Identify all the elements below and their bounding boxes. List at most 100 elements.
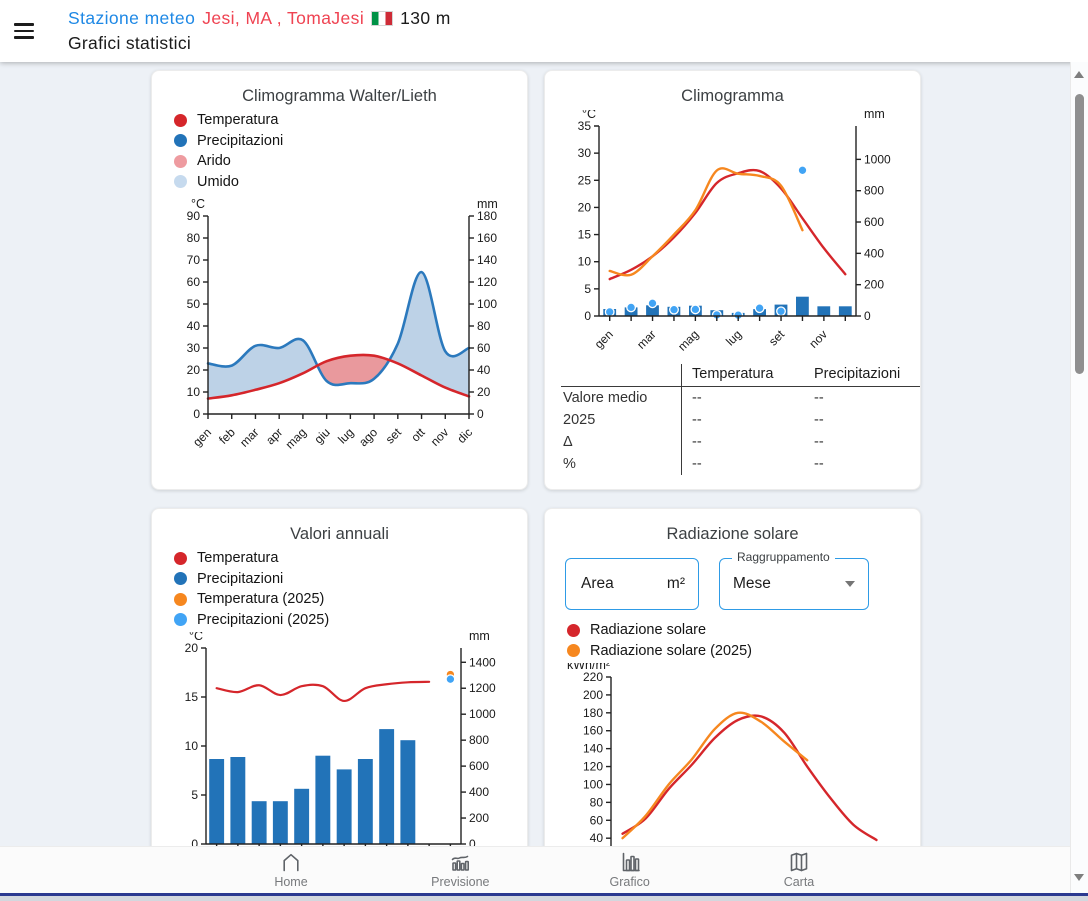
card-title: Valori annuali [290, 525, 389, 543]
table-cell: -- [681, 409, 804, 431]
nav-item-home[interactable]: Home [231, 850, 351, 889]
grouping-select[interactable]: Raggruppamento Mese [719, 550, 869, 610]
title-block: Stazione meteo Jesi, MA , TomaJesi 130 m… [68, 8, 451, 54]
scrollbar-thumb[interactable] [1074, 94, 1084, 374]
table-row-label: 2025 [563, 412, 596, 428]
svg-text:1200: 1200 [469, 681, 496, 695]
climogramma-chart: 0 5 10 15 20 25 30 35 0 200 400 600 800 1000 gen mar mag… [578, 110, 891, 354]
svg-text:70: 70 [187, 253, 201, 267]
page-title: Stazione meteo Jesi, MA , TomaJesi 130 m [68, 8, 451, 29]
legend-label: Umido [197, 173, 239, 190]
table-cell: -- [814, 434, 824, 450]
svg-text:mm: mm [477, 197, 498, 211]
svg-text:mm: mm [864, 110, 885, 121]
table-row-label: % [563, 456, 576, 472]
svg-text:35: 35 [578, 119, 592, 133]
svg-text:80: 80 [477, 319, 491, 333]
card-title: Climogramma Walter/Lieth [242, 87, 437, 105]
svg-text:mag: mag [675, 327, 701, 353]
table-row: Δ -- -- [561, 431, 920, 453]
nav-item-carta[interactable]: Carta [739, 850, 859, 889]
svg-text:220: 220 [583, 670, 603, 684]
table-row: 2025 -- -- [561, 409, 920, 431]
legend-label: Radiazione solare (2025) [590, 642, 753, 659]
forecast-chart-icon [452, 855, 470, 871]
svg-text:60: 60 [590, 813, 604, 827]
cards-grid: Climogramma Walter/Lieth Temperatura Prec… [151, 70, 921, 901]
svg-text:5: 5 [584, 282, 591, 296]
legend-item: Umido [174, 172, 511, 193]
legend-item: Precipitazioni (2025) [174, 610, 511, 631]
svg-text:180: 180 [477, 209, 497, 223]
legend-swatch [174, 551, 187, 565]
card-title: Radiazione solare [666, 525, 799, 543]
svg-text:°C: °C [582, 110, 596, 121]
vertical-scrollbar[interactable] [1070, 62, 1088, 893]
legend-item: Temperatura [174, 110, 511, 131]
menu-button[interactable] [14, 20, 40, 42]
svg-text:30: 30 [578, 146, 592, 160]
nav-label: Previsione [431, 875, 490, 889]
legend-label: Radiazione solare [590, 622, 707, 638]
area-input-field[interactable]: m² [565, 558, 699, 610]
svg-text:0: 0 [477, 407, 484, 421]
svg-text:0: 0 [864, 309, 871, 323]
bottom-nav: Home Previsione Grafi [0, 846, 1088, 894]
svg-text:°C: °C [191, 197, 205, 211]
hamburger-icon [14, 23, 34, 26]
table-column-header: Precipitazioni [804, 364, 920, 387]
svg-text:40: 40 [187, 319, 201, 333]
svg-text:mm: mm [469, 632, 490, 643]
bar-chart-icon [622, 852, 640, 872]
svg-text:0: 0 [469, 837, 476, 850]
map-icon [790, 852, 808, 872]
svg-text:nov: nov [806, 327, 830, 351]
radiation-legend: Radiazione solare Radiazione solare (2025… [567, 620, 904, 661]
table-cell: -- [681, 453, 804, 475]
svg-text:ott: ott [408, 425, 428, 445]
area-input[interactable] [579, 574, 645, 594]
home-icon [283, 853, 299, 872]
svg-text:160: 160 [477, 231, 497, 245]
svg-text:gen: gen [190, 425, 214, 449]
svg-text:ago: ago [356, 425, 380, 449]
scroll-down-arrow-icon[interactable] [1074, 874, 1084, 881]
svg-text:lug: lug [723, 327, 744, 348]
svg-text:30: 30 [187, 341, 201, 355]
area-unit-label: m² [666, 575, 685, 592]
svg-text:0: 0 [193, 407, 200, 421]
legend-item: Precipitazioni [174, 569, 511, 590]
nav-label: Carta [783, 875, 815, 889]
svg-text:20: 20 [578, 200, 592, 214]
table-cell: -- [814, 390, 824, 406]
svg-text:800: 800 [864, 184, 884, 198]
legend-swatch [174, 592, 187, 606]
svg-text:10: 10 [187, 385, 201, 399]
window-bottom-edge [0, 893, 1088, 901]
svg-text:100: 100 [583, 777, 603, 791]
svg-text:180: 180 [583, 706, 603, 720]
legend-label: Precipitazioni [197, 570, 284, 587]
card-title: Climogramma [681, 87, 784, 105]
svg-text:60: 60 [477, 341, 491, 355]
top-bar: Stazione meteo Jesi, MA , TomaJesi 130 m… [0, 0, 1088, 62]
legend-item: Radiazione solare [567, 620, 904, 641]
scroll-up-arrow-icon[interactable] [1074, 71, 1084, 78]
svg-text:160: 160 [583, 724, 603, 738]
nav-label: Grafico [609, 875, 650, 889]
card-climogramma-walter-lieth: Climogramma Walter/Lieth Temperatura Prec… [151, 70, 528, 490]
svg-text:400: 400 [864, 246, 884, 260]
svg-text:800: 800 [469, 733, 489, 747]
nav-item-grafico[interactable]: Grafico [570, 850, 690, 889]
svg-text:20: 20 [477, 385, 491, 399]
station-altitude: 130 m [400, 8, 451, 28]
legend-item: Arido [174, 151, 511, 172]
legend-swatch [174, 134, 187, 148]
svg-text:set: set [766, 327, 788, 349]
nav-item-previsione[interactable]: Previsione [400, 850, 520, 889]
svg-text:1000: 1000 [469, 707, 496, 721]
svg-text:200: 200 [583, 688, 603, 702]
svg-text:15: 15 [185, 690, 199, 704]
